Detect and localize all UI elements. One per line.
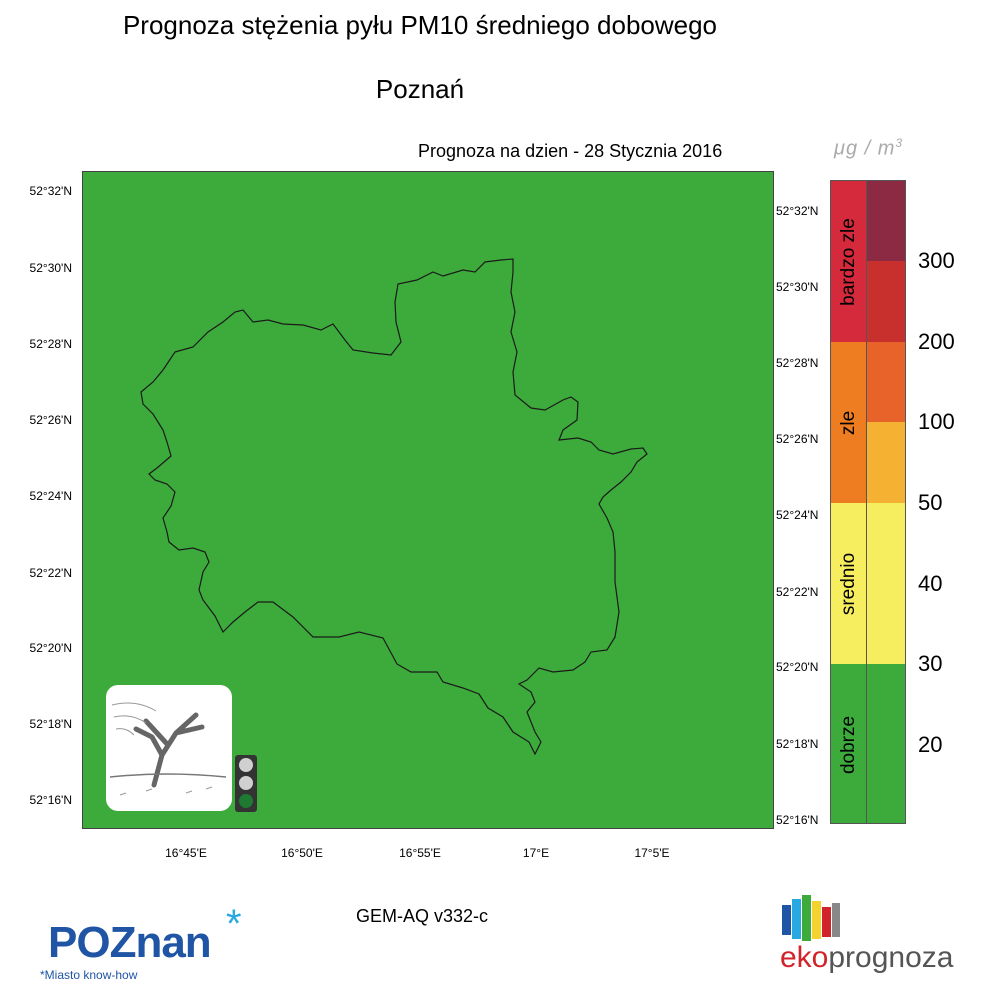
scale-segment: [867, 503, 905, 664]
poznan-logo: POZnan * *Miasto know-how: [40, 902, 268, 992]
lat-label-right: 52°16'N: [776, 813, 819, 827]
scale-value: 100: [918, 409, 955, 434]
windy-tree-icon: [106, 685, 232, 811]
unit-label: μg / m3: [834, 136, 903, 161]
scale-segment: [867, 422, 905, 503]
windy-tree-drawing: [109, 702, 227, 796]
poznan-slogan: *Miasto know-how: [40, 968, 138, 982]
lon-label: 17°E: [522, 846, 550, 860]
lon-label: 16°50'E: [281, 846, 323, 860]
lat-label-left: 52°32'N: [29, 184, 72, 198]
scale-segment: [867, 261, 905, 342]
poznan-logo-word: POZnan: [48, 918, 212, 967]
ekoprognoza-logo: ekoprognoza: [780, 895, 970, 985]
eko-prefix: eko: [780, 941, 829, 974]
scale-segment: [867, 181, 905, 261]
concentration-scale: [866, 180, 906, 824]
lat-label-right: 52°18'N: [776, 737, 819, 751]
poznan-star-icon: *: [226, 902, 242, 946]
legend-category-bardzo-zle: bardzo zle: [831, 181, 867, 342]
chart-title: Prognoza stężenia pyłu PM10 średniego do…: [122, 10, 718, 40]
yellow-light: [239, 776, 253, 790]
lon-label: 16°45'E: [165, 846, 207, 860]
category-label: zle: [838, 410, 859, 435]
scale-value: 300: [918, 248, 955, 273]
scale-value: 30: [918, 651, 943, 676]
scale-value: 40: [918, 571, 943, 596]
lon-label: 17°5'E: [634, 846, 670, 860]
city-name: Poznań: [375, 74, 465, 104]
unit-main: μg / m: [834, 137, 896, 160]
category-label: srednio: [838, 552, 859, 615]
lat-label-right: 52°30'N: [776, 280, 819, 294]
scale-value: 50: [918, 490, 943, 515]
green-light: [239, 794, 253, 808]
lat-label-left: 52°16'N: [29, 793, 72, 807]
traffic-light-icon: [235, 755, 257, 812]
category-label: bardzo zle: [838, 217, 859, 306]
model-version: GEM-AQ v332-c: [356, 906, 489, 926]
legend-category-dobrze: dobrze: [831, 664, 867, 823]
eko-suffix: prognoza: [828, 941, 954, 974]
legend-category-srednio: srednio: [831, 503, 867, 664]
lon-label: 16°55'E: [399, 846, 441, 860]
lat-label-left: 52°28'N: [29, 337, 72, 351]
unit-exponent: 3: [895, 136, 904, 150]
lat-label-right: 52°22'N: [776, 585, 819, 599]
lat-label-left: 52°24'N: [29, 489, 72, 503]
city-boundary-map: [140, 258, 648, 756]
lat-label-right: 52°28'N: [776, 356, 819, 370]
scale-segment: [867, 342, 905, 422]
lat-label-right: 52°24'N: [776, 508, 819, 522]
lat-label-left: 52°26'N: [29, 413, 72, 427]
scale-value: 200: [918, 329, 955, 354]
lat-label-left: 52°22'N: [29, 566, 72, 580]
scale-segment: [867, 664, 905, 823]
category-label: dobrze: [838, 715, 859, 774]
lat-label-right: 52°26'N: [776, 432, 819, 446]
ekoprognoza-wordmark: ekoprognoza: [780, 941, 953, 975]
scale-value: 20: [918, 732, 943, 757]
legend-category-zle: zle: [831, 342, 867, 503]
red-light: [239, 758, 253, 772]
lat-label-left: 52°20'N: [29, 641, 72, 655]
lat-label-right: 52°32'N: [776, 204, 819, 218]
lat-label-right: 52°20'N: [776, 660, 819, 674]
category-legend: bardzo zle zle srednio dobrze: [830, 180, 868, 824]
ekoprognoza-bars-icon: [782, 895, 840, 941]
lat-label-left: 52°18'N: [29, 717, 72, 731]
poznan-boundary: [140, 258, 648, 756]
lat-label-left: 52°30'N: [29, 261, 72, 275]
forecast-date: Prognoza na dzien - 28 Stycznia 2016: [418, 141, 723, 161]
